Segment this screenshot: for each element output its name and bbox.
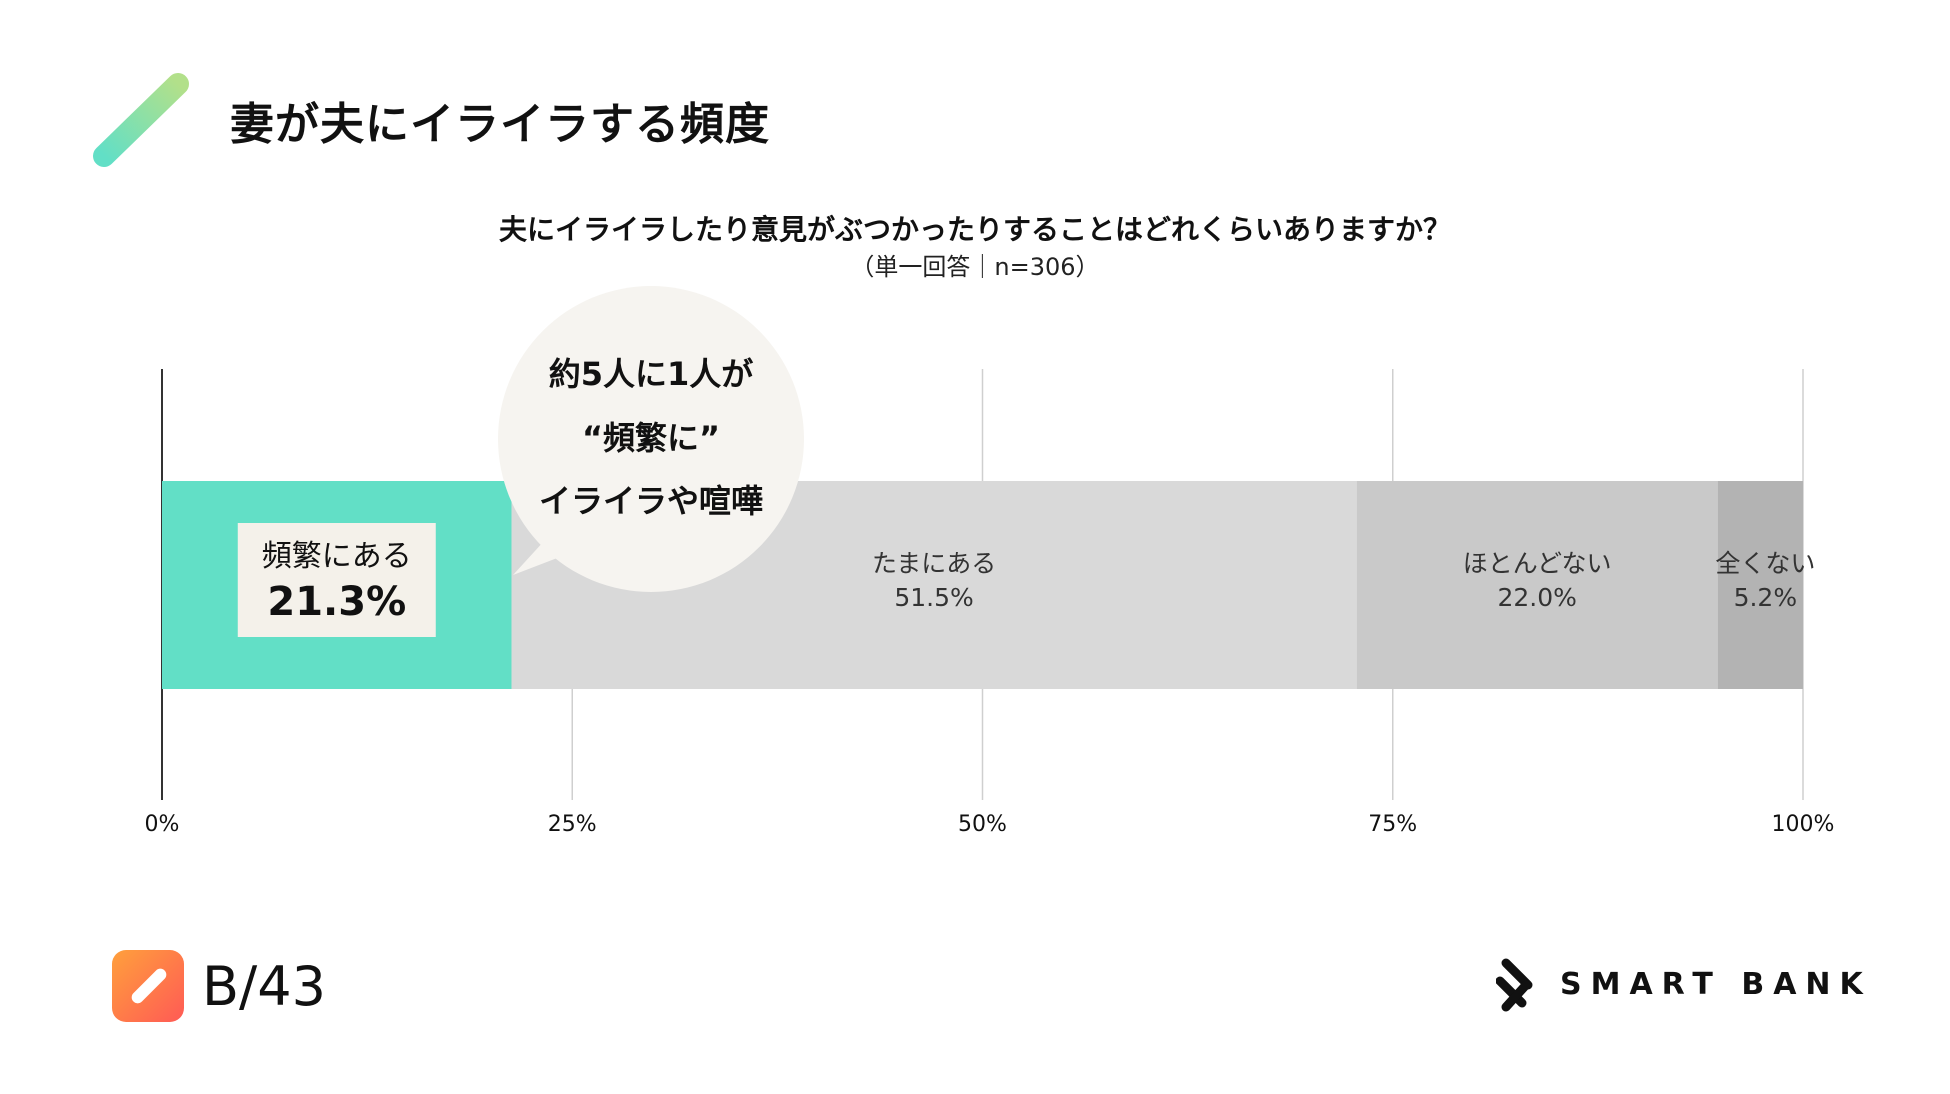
x-tick-label: 0% <box>145 812 180 837</box>
bar-series-label: ほとんどない <box>1463 549 1612 578</box>
x-tick-label: 25% <box>548 812 597 837</box>
x-tick-label: 50% <box>958 812 1007 837</box>
callout-text-line3: イライラや喧嘩 <box>539 482 763 520</box>
x-tick-label: 100% <box>1772 812 1835 837</box>
page-title: 妻が夫にイライラする頻度 <box>230 99 770 150</box>
smartbank-logo-icon <box>1496 958 1533 1012</box>
chart-question: 夫にイライラしたり意見がぶつかったりすることはどれくらいありますか？ <box>498 213 1451 246</box>
bar-value-label: 51.5% <box>894 583 973 612</box>
company-name: SMART BANK <box>1560 967 1872 1002</box>
callout-text-line2: “頻繁に” <box>582 419 720 457</box>
bar-value-label: 5.2% <box>1734 583 1798 612</box>
x-tick-label: 75% <box>1368 812 1417 837</box>
bar-segment-4 <box>1717 481 1803 689</box>
b43-app-icon <box>112 950 184 1022</box>
accent-stroke-icon <box>93 73 189 167</box>
callout-bubble <box>498 286 804 592</box>
bar-value-label: 21.3% <box>267 579 406 625</box>
highlight-label-box <box>237 523 436 637</box>
bar-segment-3 <box>1356 481 1718 689</box>
bar-series-label: 全くない <box>1715 549 1815 578</box>
bar-series-label: たまにある <box>872 549 996 578</box>
chart-sample-note: （単一回答｜n=306） <box>850 253 1100 281</box>
bar-series-label: 頻繁にある <box>262 539 412 574</box>
callout-text-line1: 約5人に1人が <box>549 355 754 393</box>
brand-name: B/43 <box>202 955 326 1018</box>
bar-value-label: 22.0% <box>1497 583 1576 612</box>
